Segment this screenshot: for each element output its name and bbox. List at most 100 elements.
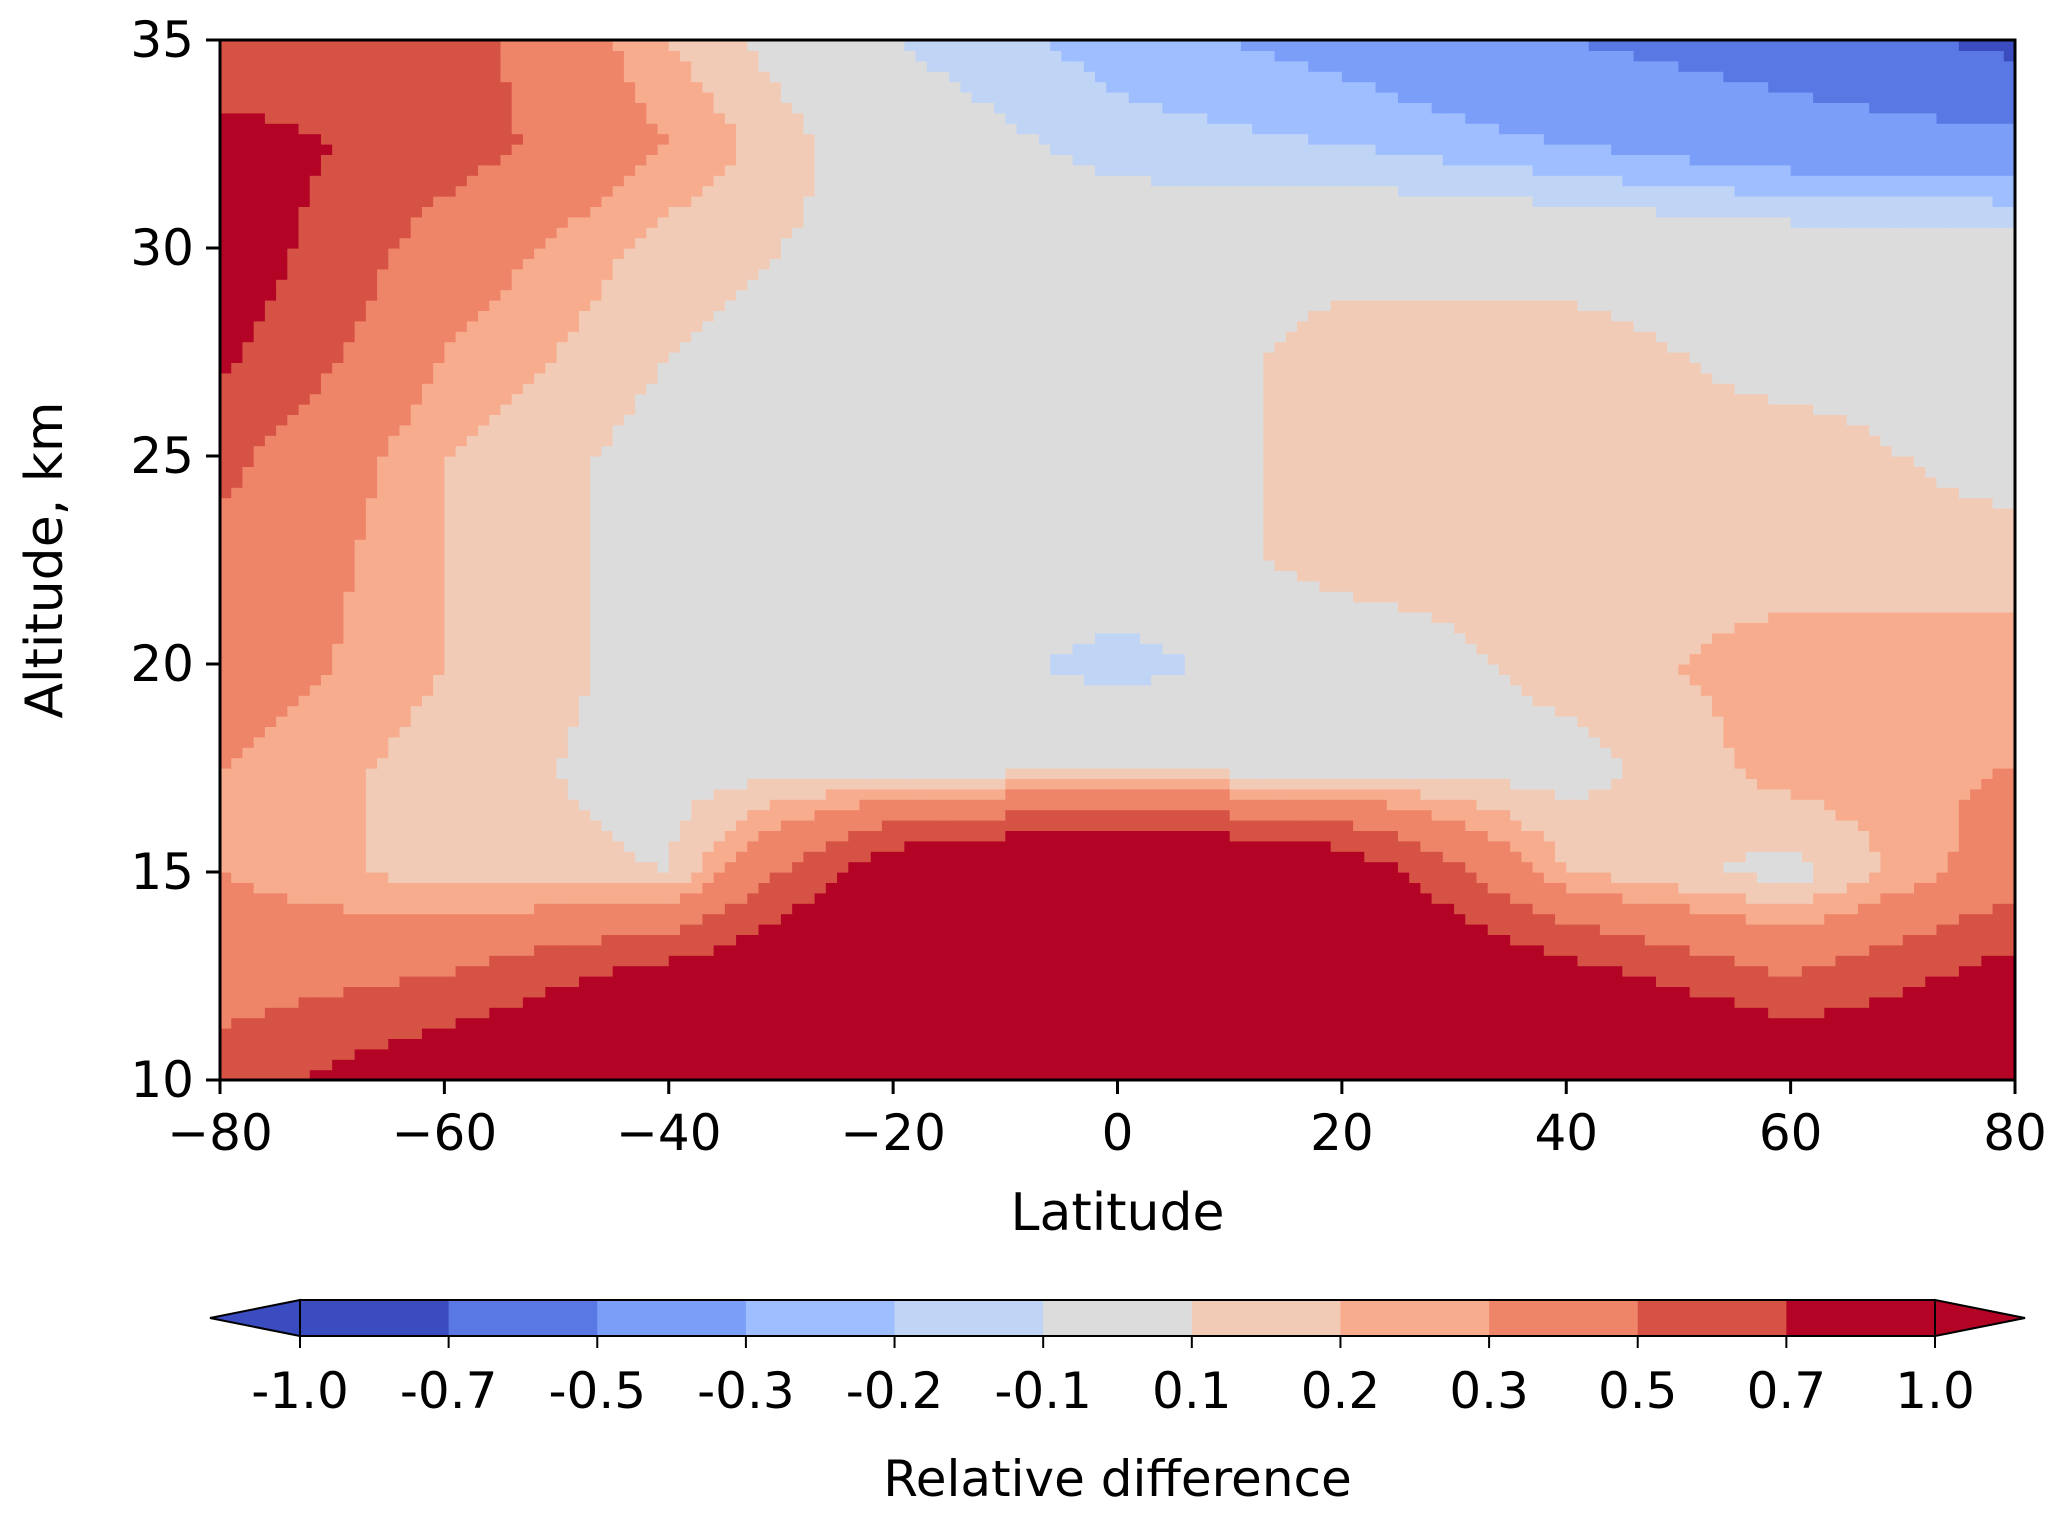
contour-cell — [1756, 1069, 1769, 1081]
contour-cell — [1050, 1017, 1063, 1029]
contour-cell — [601, 996, 614, 1008]
contour-cell — [601, 840, 614, 852]
contour-cell — [938, 820, 950, 831]
contour-cell — [870, 892, 883, 904]
contour-cell — [1543, 924, 1556, 935]
contour-cell — [1712, 976, 1724, 987]
contour-cell — [567, 913, 580, 925]
contour-cell — [1465, 861, 1478, 873]
contour-cell — [1712, 903, 1724, 915]
contour-cell — [1835, 840, 1848, 852]
contour-cell — [511, 1017, 524, 1029]
contour-cell — [1633, 1028, 1646, 1039]
contour-cell — [1375, 830, 1388, 842]
contour-cell — [780, 944, 793, 956]
contour-cell — [1510, 799, 1522, 811]
contour-cell — [612, 851, 625, 863]
contour-cell — [421, 1038, 434, 1050]
contour-cell — [1521, 840, 1534, 852]
contour-cell — [556, 1038, 569, 1050]
contour-cell — [1397, 872, 1410, 883]
contour-cell — [287, 768, 300, 779]
contour-cell — [1207, 809, 1220, 821]
contour-cell — [264, 830, 277, 842]
contour-cell — [264, 747, 277, 759]
contour-cell — [220, 861, 232, 873]
contour-cell — [1891, 934, 1904, 946]
contour-cell — [1824, 986, 1837, 998]
contour-cell — [1734, 955, 1747, 967]
contour-cell — [1128, 934, 1141, 946]
contour-cell — [332, 924, 345, 935]
contour-cell — [1330, 757, 1343, 769]
contour-cell — [1588, 1069, 1601, 1081]
contour-cell — [511, 944, 524, 956]
contour-cell — [1801, 1069, 1814, 1081]
contour-cell — [2003, 903, 2016, 915]
contour-cell — [1476, 996, 1489, 1008]
contour-cell — [960, 965, 973, 977]
contour-cell — [1139, 913, 1152, 925]
contour-cell — [982, 924, 995, 935]
contour-cell — [590, 851, 603, 863]
contour-cell — [410, 903, 423, 915]
contour-cell — [1431, 934, 1444, 946]
contour-cell — [881, 913, 894, 925]
contour-cell — [612, 924, 625, 935]
contour-cell — [1644, 882, 1657, 894]
contour-cell — [938, 778, 950, 790]
contour-cell — [1476, 872, 1489, 883]
contour-cell — [309, 913, 322, 925]
contour-cell — [926, 861, 939, 873]
contour-cell — [612, 1038, 625, 1050]
contour-cell — [579, 944, 591, 956]
contour-cell — [466, 830, 479, 842]
contour-cell — [1599, 892, 1612, 904]
contour-cell — [1880, 934, 1893, 946]
contour-cell — [668, 892, 681, 904]
contour-cell — [1869, 840, 1881, 852]
contour-cell — [444, 934, 457, 946]
contour-cell — [1532, 1048, 1545, 1060]
contour-cell — [433, 1007, 445, 1019]
contour-cell — [691, 934, 704, 946]
contour-cell — [702, 892, 715, 904]
contour-cell — [881, 861, 894, 873]
contour-cell — [1218, 840, 1231, 852]
contour-cell — [444, 944, 457, 956]
contour-cell — [623, 1028, 636, 1039]
contour-cell — [1846, 944, 1859, 956]
contour-cell — [1599, 924, 1612, 935]
contour-cell — [1375, 1038, 1388, 1050]
contour-cell — [1420, 965, 1433, 977]
contour-cell — [1611, 851, 1623, 863]
contour-cell — [1397, 820, 1410, 831]
contour-cell — [1756, 976, 1769, 987]
contour-cell — [1857, 986, 1870, 998]
contour-cell — [276, 996, 288, 1008]
contour-cell — [1667, 768, 1680, 779]
contour-cell — [635, 809, 647, 821]
contour-cell — [1723, 768, 1736, 779]
contour-cell — [298, 976, 311, 987]
contour-cell — [309, 934, 322, 946]
contour-cell — [489, 944, 502, 956]
contour-cell — [1936, 924, 1949, 935]
contour-cell — [1207, 820, 1220, 831]
contour-cell — [534, 809, 546, 821]
contour-cell — [1543, 976, 1556, 987]
contour-cell — [1723, 861, 1736, 873]
contour-cell — [1487, 1059, 1500, 1071]
contour-cell — [567, 757, 580, 769]
contour-cell — [1577, 872, 1590, 883]
contour-cell — [388, 799, 401, 811]
contour-cell — [848, 851, 861, 863]
contour-cell — [1779, 1059, 1792, 1071]
contour-cell — [1588, 955, 1601, 967]
contour-cell — [466, 768, 479, 779]
contour-cell — [736, 851, 748, 863]
contour-cell — [309, 1059, 322, 1071]
contour-cell — [1375, 768, 1388, 779]
contour-cell — [242, 747, 255, 759]
contour-cell — [1308, 872, 1321, 883]
